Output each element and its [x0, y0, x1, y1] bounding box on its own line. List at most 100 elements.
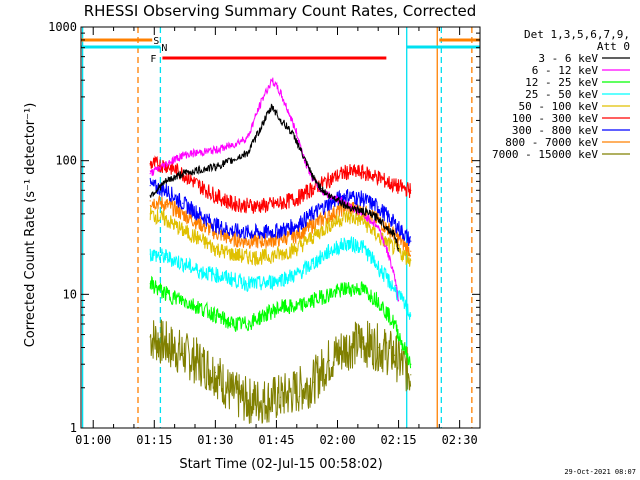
y-tick-label-3: 1000 — [48, 20, 77, 34]
data-point-8-16 — [410, 374, 412, 376]
data-point-6-16 — [410, 240, 412, 242]
series-line-8 — [149, 319, 412, 424]
data-point-8-15 — [393, 354, 396, 356]
data-point-8-4 — [214, 371, 216, 374]
x-axis-label: Start Time (02-Jul-15 00:58:02) — [179, 457, 382, 472]
data-point-8-10 — [312, 381, 314, 383]
data-point-8-13 — [361, 341, 363, 343]
data-point-0-19 — [353, 207, 355, 209]
data-point-0-23 — [385, 226, 387, 228]
data-point-1-10 — [279, 92, 282, 94]
data-point-2-16 — [410, 363, 412, 365]
data-point-2-2 — [182, 299, 184, 302]
data-point-1-3 — [198, 151, 200, 154]
x-tick-label-2: 01:30 — [197, 433, 233, 447]
data-point-8-12 — [345, 346, 347, 349]
data-point-3-8 — [279, 278, 282, 280]
data-point-3-6 — [247, 283, 249, 285]
data-point-6-6 — [247, 231, 249, 234]
data-point-4-12 — [345, 216, 347, 218]
data-point-6-1 — [165, 189, 168, 191]
data-point-4-2 — [182, 229, 184, 232]
data-point-3-9 — [296, 274, 298, 276]
data-point-2-13 — [361, 288, 363, 290]
legend-entry-6: 300 - 800 keV — [512, 124, 598, 137]
data-point-3-16 — [410, 314, 412, 316]
data-point-3-5 — [231, 278, 233, 280]
data-point-6-9 — [296, 224, 298, 226]
data-point-4-10 — [312, 236, 314, 238]
series-line-4 — [149, 207, 412, 267]
series-line-5 — [149, 155, 412, 214]
data-point-0-9 — [271, 105, 273, 107]
x-tick-label-1: 01:15 — [136, 433, 172, 447]
data-point-0-10 — [279, 119, 282, 122]
data-point-5-11 — [328, 179, 330, 181]
footer-timestamp: 29-Oct-2021 08:07 — [564, 468, 636, 476]
data-point-1-12 — [296, 132, 298, 134]
data-point-6-10 — [312, 213, 314, 215]
data-point-0-4 — [214, 166, 216, 168]
data-point-5-15 — [393, 185, 396, 187]
data-point-0-16 — [328, 195, 330, 198]
data-point-3-2 — [182, 262, 184, 265]
data-point-8-9 — [296, 390, 298, 392]
data-point-7-16 — [410, 250, 412, 252]
chart-title: RHESSI Observing Summary Count Rates, Co… — [84, 2, 477, 20]
legend-entry-8: 7000 - 15000 keV — [492, 148, 598, 161]
data-point-1-21 — [369, 219, 371, 221]
legend-entry-2: 12 - 25 keV — [525, 76, 598, 89]
data-point-0-0 — [149, 194, 151, 196]
data-point-0-17 — [336, 198, 339, 200]
data-point-4-14 — [377, 236, 379, 238]
data-point-4-1 — [165, 219, 168, 221]
y-tick-label-2: 100 — [55, 154, 77, 168]
data-point-0-7 — [255, 136, 257, 138]
data-point-1-6 — [247, 136, 249, 138]
data-point-6-3 — [198, 213, 200, 215]
data-point-5-16 — [410, 189, 412, 191]
series-3to6keV — [149, 103, 400, 252]
data-point-5-0 — [149, 163, 151, 165]
data-point-6-8 — [279, 229, 282, 232]
data-point-2-12 — [345, 288, 347, 290]
data-point-3-12 — [345, 242, 347, 245]
data-point-3-15 — [393, 288, 396, 290]
data-point-0-22 — [377, 217, 379, 219]
data-point-7-8 — [279, 238, 282, 240]
data-point-6-14 — [377, 206, 379, 208]
data-point-2-10 — [312, 299, 314, 302]
x-tick-label-4: 02:00 — [319, 433, 355, 447]
data-point-1-11 — [288, 111, 290, 113]
data-point-3-4 — [214, 274, 216, 276]
data-point-4-4 — [214, 247, 216, 250]
series-25to50keV — [149, 236, 412, 320]
data-point-8-6 — [247, 400, 249, 402]
data-point-1-9 — [271, 79, 273, 81]
data-point-4-6 — [247, 256, 249, 258]
data-point-4-5 — [231, 253, 233, 255]
data-point-1-7 — [255, 114, 257, 116]
data-point-1-8 — [263, 94, 265, 96]
data-point-5-7 — [263, 205, 265, 207]
data-point-6-0 — [149, 185, 151, 187]
data-point-8-1 — [165, 344, 168, 346]
data-point-1-1 — [165, 163, 168, 165]
data-point-6-11 — [328, 202, 330, 204]
data-point-4-16 — [410, 259, 412, 261]
data-point-0-11 — [288, 127, 290, 129]
data-point-6-15 — [393, 222, 396, 224]
data-point-2-1 — [165, 293, 168, 295]
data-point-0-25 — [397, 247, 400, 250]
data-point-6-4 — [214, 224, 216, 226]
data-point-8-14 — [377, 346, 379, 349]
series-50to100keV — [149, 207, 412, 267]
legend-header-line-2: Att 0 — [597, 40, 630, 53]
data-point-5-5 — [231, 202, 233, 204]
plot-area: SNF — [80, 26, 481, 429]
legend-entry-3: 25 - 50 keV — [525, 88, 598, 101]
data-point-5-12 — [345, 171, 347, 173]
data-point-2-15 — [393, 323, 396, 325]
data-point-5-10 — [312, 187, 314, 190]
series-line-2 — [149, 275, 412, 369]
